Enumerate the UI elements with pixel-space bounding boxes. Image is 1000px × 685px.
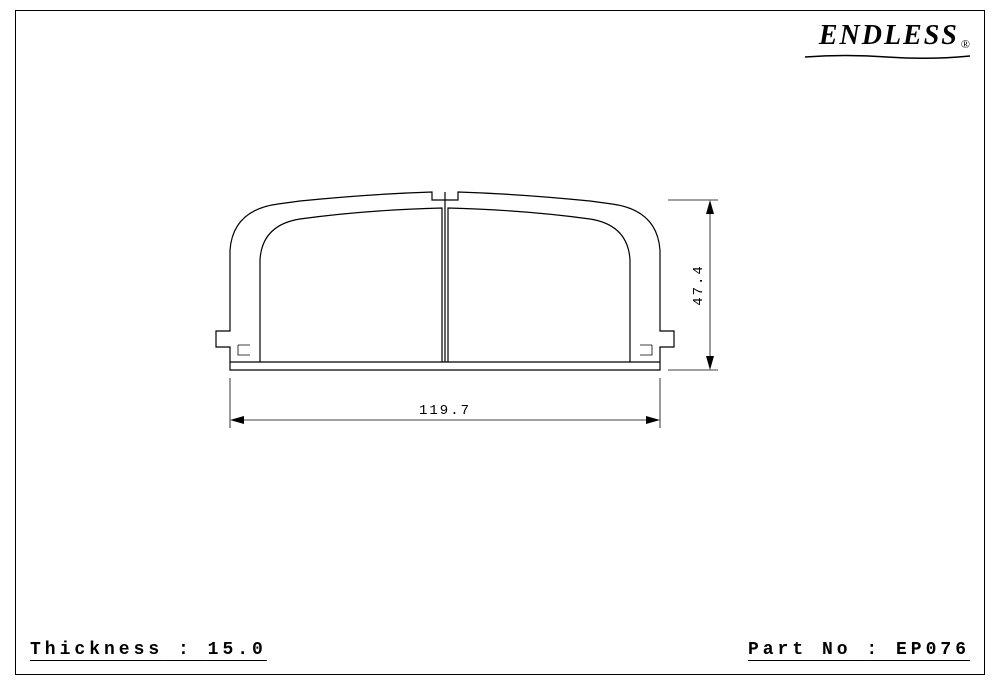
thickness-sep: : — [178, 640, 208, 660]
thickness-value: 15.0 — [208, 640, 267, 660]
thickness-label-container: Thickness : 15.0 — [30, 640, 267, 660]
dimension-width-value: 119.7 — [419, 403, 471, 419]
dimension-height-value: 47.4 — [691, 264, 707, 306]
part-value: EP076 — [896, 640, 970, 660]
brake-pad-outline — [216, 192, 674, 370]
thickness-label: Thickness — [30, 640, 163, 660]
technical-drawing: 119.7 47.4 — [0, 0, 1000, 685]
part-label: Part No — [748, 640, 852, 660]
part-number-container: Part No : EP076 — [748, 640, 970, 660]
part-sep: : — [866, 640, 896, 660]
